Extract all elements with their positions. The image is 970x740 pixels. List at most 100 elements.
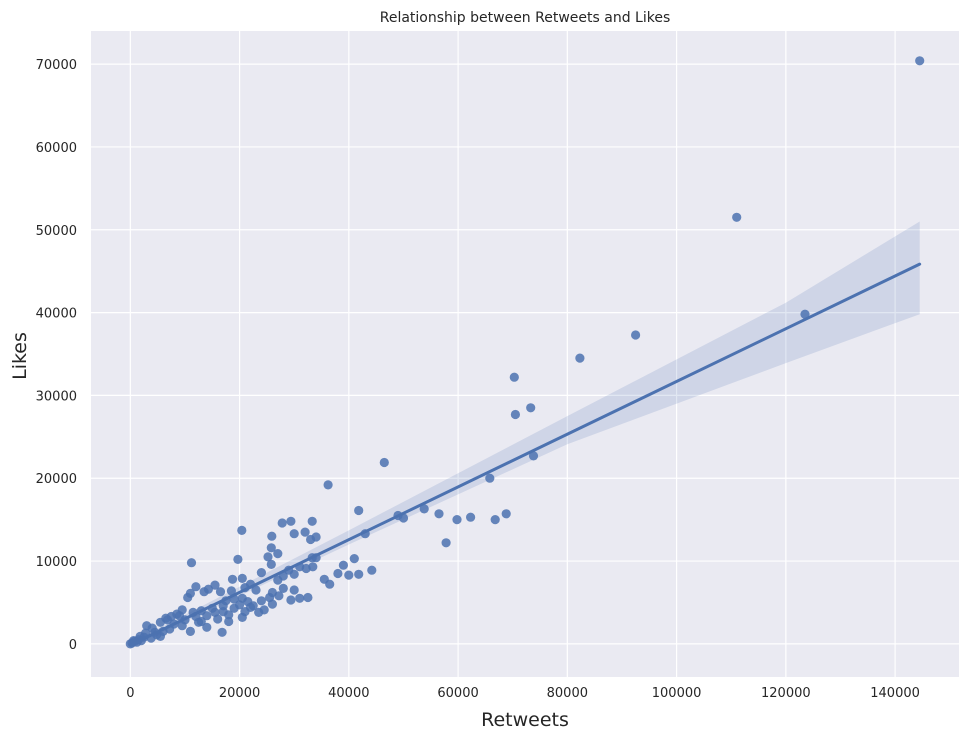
- data-point: [266, 559, 276, 570]
- y-tick-label: 40000: [36, 307, 77, 322]
- data-point: [307, 516, 317, 526]
- data-point: [233, 554, 243, 565]
- chart-title: Relationship between Retweets and Likes: [380, 10, 671, 26]
- data-point: [466, 512, 476, 522]
- data-point: [162, 615, 173, 625]
- data-point: [490, 515, 500, 525]
- data-point: [485, 473, 495, 483]
- plot-area: [91, 31, 959, 677]
- data-point: [251, 585, 261, 595]
- data-point: [303, 592, 313, 603]
- data-point: [226, 586, 236, 596]
- data-point: [174, 611, 185, 621]
- data-point: [224, 610, 234, 620]
- regression-line: [128, 262, 922, 647]
- data-point: [248, 601, 258, 611]
- data-point: [286, 516, 296, 526]
- x-tick-label: 0: [126, 686, 134, 701]
- data-point: [311, 532, 321, 542]
- data-point: [254, 607, 264, 618]
- data-point: [286, 595, 296, 605]
- y-tick-label: 70000: [36, 58, 77, 73]
- y-axis-label: Likes: [9, 332, 31, 380]
- data-point: [354, 569, 364, 579]
- data-point: [199, 587, 209, 597]
- data-point: [915, 56, 925, 66]
- x-tick-label: 100000: [652, 686, 702, 701]
- data-point: [452, 515, 462, 525]
- data-point: [631, 330, 641, 340]
- data-point: [575, 353, 585, 363]
- data-point: [289, 569, 299, 579]
- x-tick-label: 40000: [328, 686, 369, 701]
- data-point: [263, 552, 273, 562]
- data-point: [289, 529, 299, 539]
- x-axis-label: Retweets: [481, 709, 569, 731]
- data-point: [196, 616, 206, 627]
- x-tick-label: 120000: [761, 686, 811, 701]
- x-axis-ticks: 0 20000 40000 60000 80000 100000 120000 140000: [126, 686, 920, 701]
- data-point: [274, 591, 284, 601]
- data-point: [185, 626, 195, 637]
- data-point: [528, 451, 539, 461]
- data-point: [191, 582, 201, 592]
- data-point: [237, 573, 247, 584]
- data-point: [224, 616, 234, 627]
- x-tick-label: 60000: [437, 686, 478, 701]
- data-point: [227, 574, 238, 584]
- grid-lines: [91, 31, 959, 677]
- y-tick-label: 10000: [36, 555, 77, 570]
- data-point: [344, 570, 354, 580]
- y-tick-label: 30000: [36, 389, 77, 404]
- data-point: [367, 565, 377, 575]
- data-point: [325, 579, 335, 589]
- data-point: [213, 614, 223, 624]
- data-point: [266, 543, 276, 553]
- data-point: [267, 599, 277, 609]
- data-point: [289, 585, 299, 595]
- data-point: [278, 583, 288, 594]
- data-point: [277, 518, 287, 528]
- data-point: [338, 560, 348, 570]
- data-point: [237, 525, 247, 536]
- data-point: [732, 212, 742, 222]
- data-point: [379, 457, 389, 468]
- confidence-band-area: [130, 221, 920, 648]
- x-tick-label: 20000: [219, 686, 260, 701]
- data-point: [509, 372, 519, 382]
- y-tick-label: 0: [69, 638, 77, 653]
- data-point: [147, 623, 157, 633]
- data-point: [295, 593, 305, 603]
- data-point: [210, 580, 220, 590]
- data-point: [185, 588, 195, 599]
- x-tick-label: 140000: [870, 686, 920, 701]
- data-point: [155, 617, 165, 627]
- x-tick-label: 80000: [547, 686, 588, 701]
- data-point: [215, 587, 226, 597]
- data-point: [510, 409, 520, 420]
- data-point: [434, 509, 444, 519]
- data-point: [354, 505, 364, 516]
- data-point: [256, 596, 266, 606]
- data-point: [273, 549, 283, 559]
- data-point: [267, 531, 277, 541]
- y-tick-label: 50000: [36, 224, 77, 239]
- data-point: [186, 558, 197, 568]
- data-point: [441, 538, 451, 548]
- data-point: [349, 554, 359, 564]
- data-point: [501, 509, 511, 519]
- data-point: [202, 622, 212, 632]
- data-point: [256, 568, 266, 578]
- confidence-band: [130, 221, 920, 648]
- data-point: [526, 403, 536, 413]
- data-point: [217, 627, 227, 637]
- data-point: [308, 562, 318, 572]
- data-point: [300, 527, 310, 537]
- data-point: [323, 480, 333, 490]
- regression-line-path: [128, 262, 922, 647]
- y-tick-label: 60000: [36, 141, 77, 156]
- data-point: [800, 309, 810, 319]
- data-points: [125, 56, 925, 649]
- data-point: [202, 611, 212, 621]
